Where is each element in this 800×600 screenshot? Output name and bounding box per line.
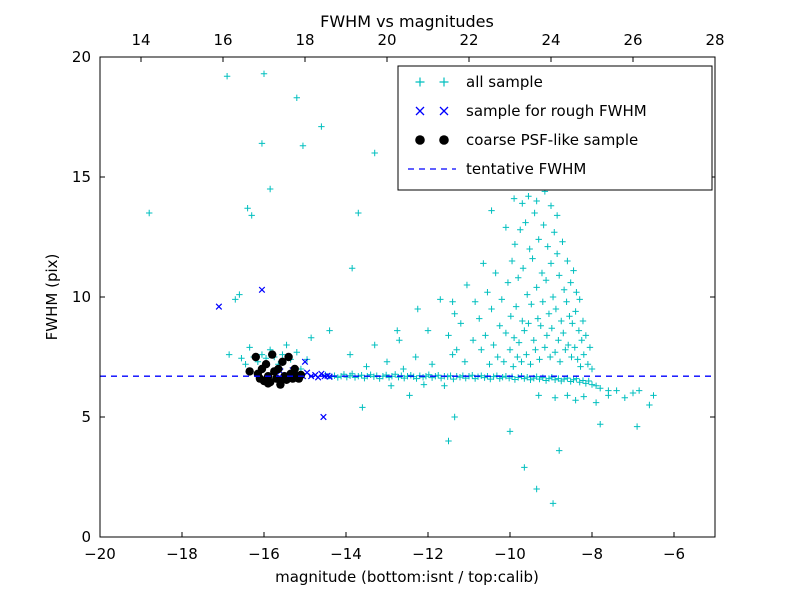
x-tick-label: −18 <box>166 545 198 563</box>
top-x-tick-label: 22 <box>459 31 478 49</box>
legend-label: all sample <box>466 73 543 91</box>
x-tick-label: −12 <box>412 545 444 563</box>
top-x-tick-label: 24 <box>541 31 560 49</box>
legend-label: tentative FWHM <box>466 160 586 178</box>
legend-label: coarse PSF-like sample <box>466 131 638 149</box>
x-axis-label: magnitude (bottom:isnt / top:calib) <box>275 568 539 586</box>
x-tick-label: −10 <box>494 545 526 563</box>
top-x-tick-label: 26 <box>623 31 642 49</box>
y-tick-label: 10 <box>72 288 91 306</box>
y-tick-label: 0 <box>81 528 91 546</box>
legend-box <box>397 65 713 191</box>
x-tick-label: −6 <box>663 545 685 563</box>
x-tick-label: −14 <box>330 545 362 563</box>
legend-item: tentative FWHM <box>408 160 586 178</box>
chart-title: FWHM vs magnitudes <box>320 12 494 31</box>
x-tick-label: −16 <box>248 545 280 563</box>
x-tick-label: −20 <box>84 545 116 563</box>
x-tick-label: −8 <box>581 545 603 563</box>
y-tick-label: 5 <box>81 408 91 426</box>
y-tick-label: 15 <box>72 168 91 186</box>
y-tick-label: 20 <box>72 48 91 66</box>
top-x-tick-label: 14 <box>131 31 150 49</box>
y-axis-label: FWHM (pix) <box>43 254 61 341</box>
legend: all sample sample for rough FWHM coarse PS… <box>397 65 713 191</box>
top-x-tick-label: 28 <box>705 31 724 49</box>
legend-item: coarse PSF-like sample <box>415 131 638 149</box>
top-x-tick-label: 18 <box>295 31 314 49</box>
top-x-tick-label: 20 <box>377 31 396 49</box>
legend-label: sample for rough FWHM <box>466 102 647 120</box>
top-x-tick-label: 16 <box>213 31 232 49</box>
legend-item: sample for rough FWHM <box>415 102 647 120</box>
legend-item: all sample <box>415 73 543 91</box>
